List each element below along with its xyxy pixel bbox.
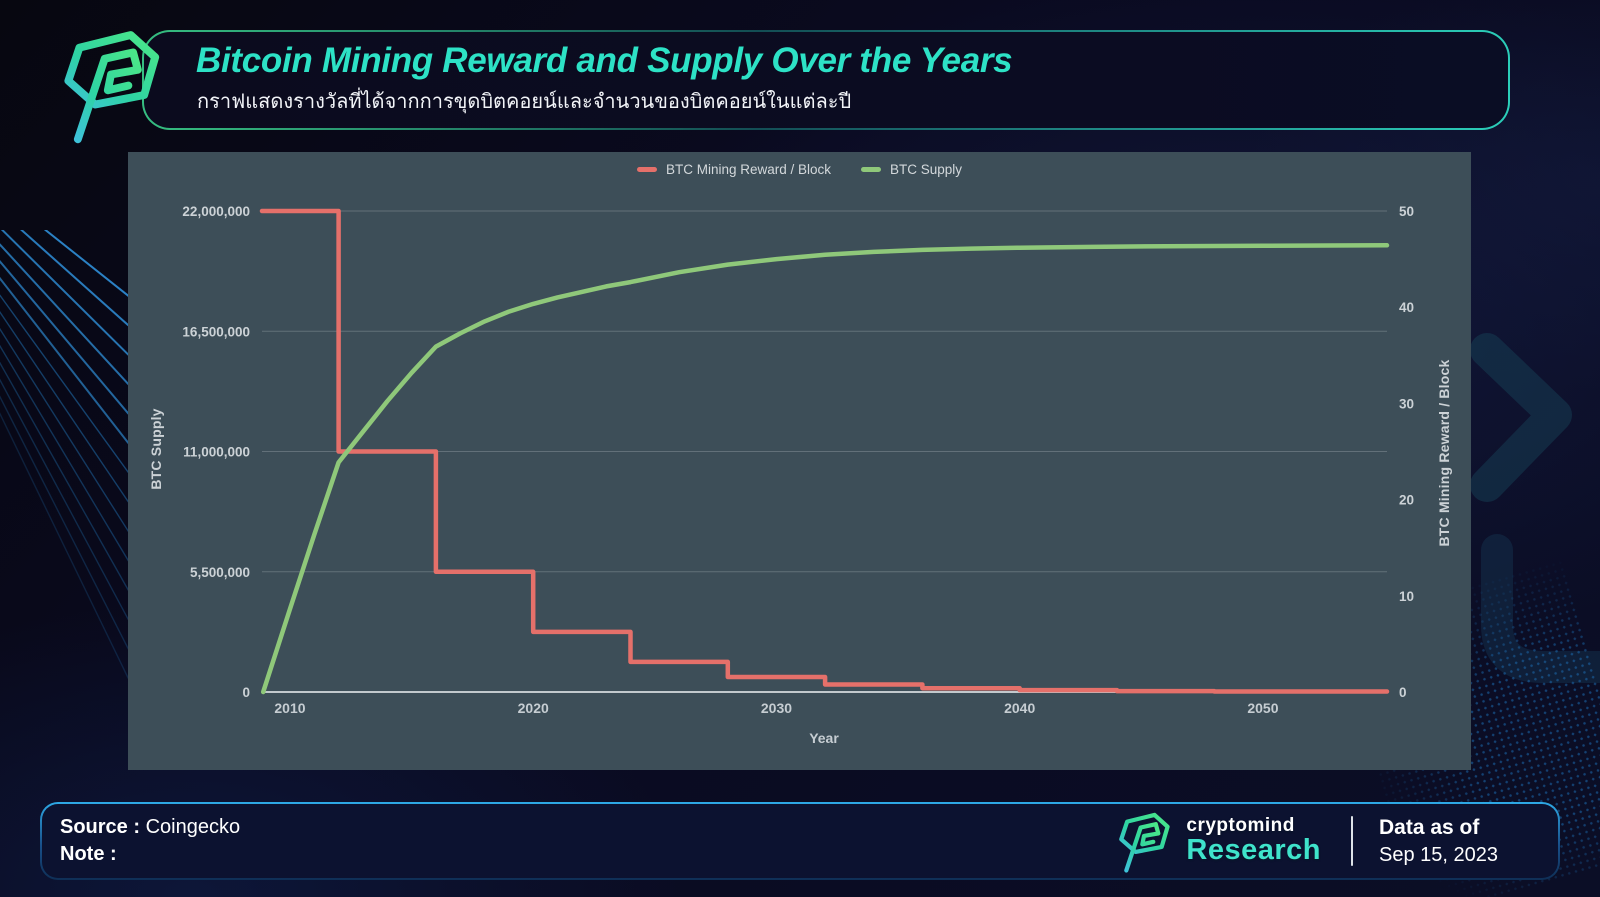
left-axis-tick-label: 0 [242,685,250,700]
note-label: Note : [60,843,117,865]
legend-label-mining-reward: BTC Mining Reward / Block [665,162,832,177]
right-axis-tick-label: 20 [1399,493,1414,508]
footer-brand-block: cryptomind Research Data as of Sep 15, 2… [1112,809,1498,873]
data-as-of-block: Data as of Sep 15, 2023 [1379,816,1498,867]
y-axis-title-left: BTC Supply [148,408,164,490]
page-title: Bitcoin Mining Reward and Supply Over th… [196,41,1013,81]
source-value: Coingecko [145,816,241,838]
legend-item-supply[interactable]: BTC Supply [861,162,962,177]
footer-divider [1351,816,1353,866]
footer: Source : Coingecko Note : cryptomind Res… [40,802,1560,880]
data-as-of-value: Sep 15, 2023 [1379,843,1498,866]
cryptomind-logo-icon [42,24,180,144]
right-axis-tick-label: 10 [1399,589,1414,604]
background-brand-glyphs [1470,333,1600,683]
y-axis-title-right: BTC Mining Reward / Block [1436,359,1452,547]
chart-legend: BTC Mining Reward / Block BTC Supply [128,162,1471,177]
legend-swatch-supply [861,167,882,172]
series-line-btc-supply [260,243,1390,695]
right-axis-tick-label: 30 [1399,396,1414,411]
x-axis-tick-label: 2050 [1247,700,1278,716]
legend-label-supply: BTC Supply [890,162,963,177]
legend-swatch-mining-reward [636,167,657,172]
left-axis-tick-label: 16,500,000 [182,324,250,339]
note-line: Note : [60,841,240,868]
x-axis-tick-label: 2020 [518,700,549,716]
series-line-mining-reward [259,208,1390,694]
cryptomind-footer-logo-icon [1112,809,1176,873]
chart-plot: 0 5,500,000 11,000,000 16,500,000 22,000,000… [182,204,1414,716]
x-axis-tick-label: 2010 [274,700,305,716]
left-axis-tick-label: 22,000,000 [182,204,250,219]
x-axis-tick-label: 2040 [1004,700,1035,716]
x-axis-title: Year [809,730,839,746]
right-axis-tick-label: 40 [1399,300,1414,315]
legend-item-mining-reward[interactable]: BTC Mining Reward / Block [636,162,832,177]
left-axis-tick-label: 11,000,000 [183,445,250,460]
footer-notes: Source : Coingecko Note : [60,814,240,868]
left-axis-tick-label: 5,500,000 [190,565,250,580]
right-axis-tick-label: 0 [1399,685,1407,700]
page-subtitle-thai: กราฟแสดงรางวัลที่ได้จากการขุดบิตคอยน์และ… [197,90,852,113]
right-axis-tick-label: 50 [1399,204,1414,219]
footer-inner: Source : Coingecko Note : cryptomind Res… [42,804,1558,878]
chart-panel: 0 5,500,000 11,000,000 16,500,000 22,000,000… [128,152,1471,770]
brand-text: cryptomind Research [1186,815,1321,867]
source-label: Source : [60,816,141,838]
source-line: Source : Coingecko [60,814,240,841]
header: Bitcoin Mining Reward and Supply Over th… [142,30,1510,130]
brand-research: Research [1186,834,1321,866]
brand-name: cryptomind [1186,815,1295,836]
header-inner: Bitcoin Mining Reward and Supply Over th… [144,32,1508,128]
data-as-of-label: Data as of [1379,815,1480,839]
x-axis-tick-label: 2030 [761,700,792,716]
